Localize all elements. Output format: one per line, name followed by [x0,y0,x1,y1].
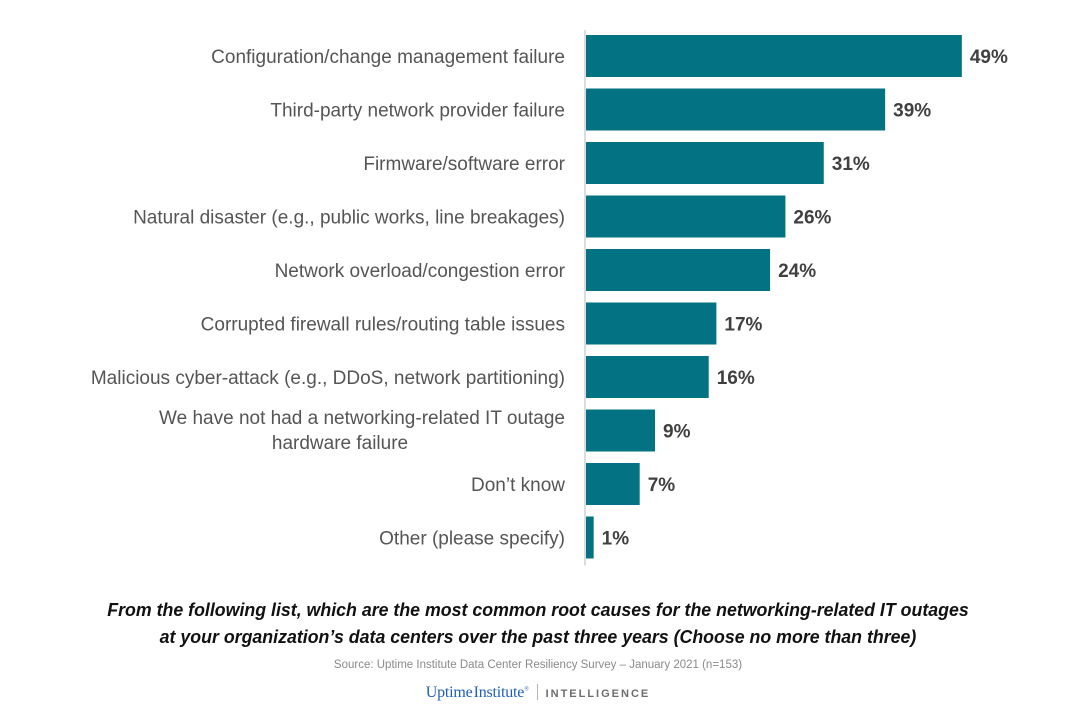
bar-9 [586,463,640,505]
logo-brand-uptime: Uptime [425,684,473,701]
bar-10 [586,516,594,559]
bar-2 [586,88,886,131]
logo-brand-institute: Institute [473,684,525,701]
category-labels: Configuration/change management failure T… [91,47,566,550]
category-label-1: Configuration/change management failure [211,47,565,68]
uptime-institute-logo: UptimeInstitute® INTELLIGENCE [0,684,1076,702]
value-label-3: 31% [832,154,870,175]
value-label-6: 17% [724,315,762,336]
bar-5 [586,249,771,291]
chart-question-title: From the following list, which are the m… [22,596,1055,650]
value-label-1: 49% [970,47,1008,68]
bar-chart: Configuration/change management failure T… [91,30,1008,566]
logo-brand: UptimeInstitute® [426,684,529,701]
source-note: Source: Uptime Institute Data Center Res… [333,659,743,671]
category-label-4: Natural disaster (e.g., public works, li… [133,208,565,229]
category-label-5: Network overload/congestion error [275,261,566,282]
category-label-2: Third-party network provider failure [270,101,565,122]
category-label-3: Firmware/software error [363,154,565,175]
bar-8 [586,409,656,452]
value-label-4: 26% [793,208,831,229]
value-label-8: 9% [663,422,691,443]
bar-6 [586,302,717,345]
question-line-1: From the following list, which are the m… [107,599,969,620]
question-line-2: at your organization’s data centers over… [159,626,917,647]
category-label-7: Malicious cyber-attack (e.g., DDoS, netw… [91,368,565,389]
category-label-line: We have not had a networking-related IT … [159,408,565,429]
category-label-8: We have not had a networking-related IT … [159,408,565,454]
logo-tagline: INTELLIGENCE [545,688,651,700]
value-label-7: 16% [717,368,755,389]
bar-4 [586,195,786,238]
category-label-9: Don’t know [471,475,565,496]
bar-1 [586,35,962,77]
category-label-6: Corrupted firewall rules/routing table i… [201,315,565,336]
bar-3 [586,142,824,184]
registered-mark-icon: ® [524,686,529,693]
value-label-5: 24% [778,261,816,282]
category-label-10: Other (please specify) [379,529,565,550]
value-label-9: 7% [648,475,676,496]
bar-7 [586,356,709,398]
bars-group [586,35,962,559]
value-label-10: 1% [602,529,630,550]
value-label-2: 39% [893,101,931,122]
logo-divider [536,684,538,700]
category-label-line: hardware failure [272,433,408,454]
value-labels: 49% 39% 31% 26% 24% 17% 16% 9% 7% 1% [602,47,1008,550]
